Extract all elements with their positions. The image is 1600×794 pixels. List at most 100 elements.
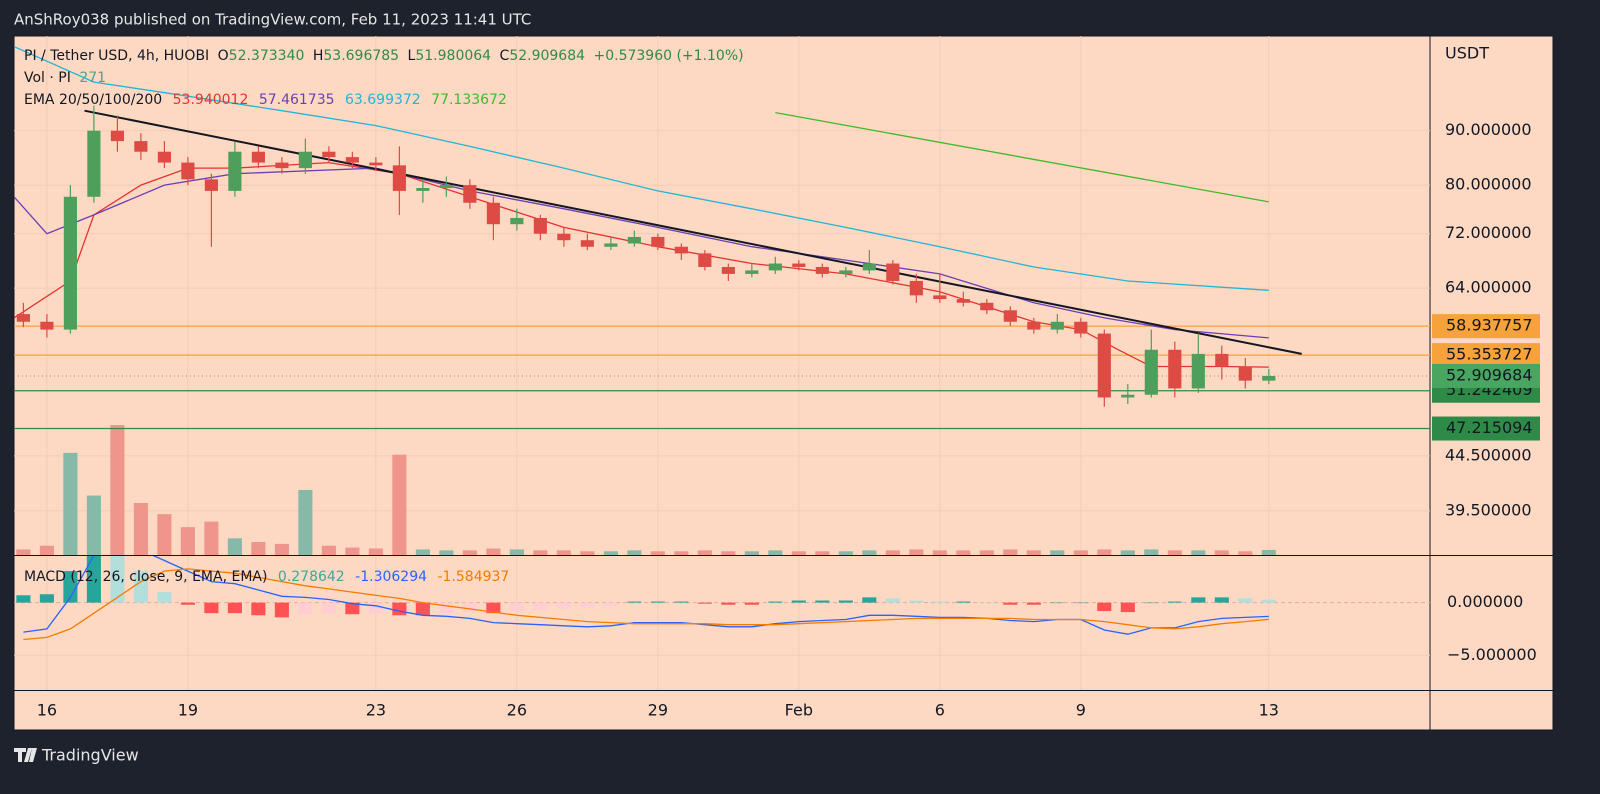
volume-bar [63,452,78,555]
last-price-label: 52.909684 [1446,365,1533,384]
macd-hist [486,602,501,614]
y-tick-label: 90.000000 [1445,120,1532,139]
macd-hist [1214,597,1229,603]
volume-bar [16,549,31,555]
macd-hist [204,602,219,614]
candle-body [63,196,77,330]
chart-frame [13,35,1554,731]
macd-hist [627,601,642,603]
x-tick-label: 23 [366,701,386,720]
ema-key: EMA 20/50/100/200 [24,92,162,108]
symbol-legend: PI / Tether USD, 4h, HUOBI O52.373340 H5… [24,48,744,64]
candle-body [674,246,688,254]
macd-pane [14,556,1430,690]
l-key: L [408,48,416,64]
volume-bar [251,542,266,555]
candle-body [721,266,735,274]
macd-hist [744,602,759,605]
candle-body [392,165,406,191]
candle-body [933,295,947,300]
macd-hist [1003,602,1018,605]
volume-bar [556,550,571,555]
volume-bar [932,550,947,555]
c-key: C [500,48,510,64]
footer-brand: TradingView [41,746,139,765]
macd-hist [533,602,548,610]
ema-line [14,46,1269,291]
macd-hist [932,601,947,603]
candle-body [862,263,876,271]
volume-bar [533,550,548,555]
low: 51.980064 [415,48,491,64]
volume-bar [345,547,360,555]
volume-bar [274,543,289,555]
h-key: H [313,48,324,64]
y-tick-label: 44.500000 [1445,445,1532,464]
volume-bar [1026,550,1041,555]
candle-body [956,299,970,303]
macd-hist [838,600,853,603]
volume-bar [885,550,900,555]
candle-body [87,130,101,197]
macd-hist [63,571,78,603]
candle-body [1191,353,1205,389]
volume-bar [650,551,665,555]
ema-value: 53.940012 [173,92,249,108]
candle-body [110,130,124,142]
macd-value: -1.306294 [355,569,427,585]
candle-body [1074,321,1088,334]
volume-bar [1191,550,1206,555]
macd-hist [1238,598,1253,603]
candle-body [463,185,477,203]
candle-body [792,263,806,267]
candle-body [1003,310,1017,322]
candle-body [486,202,500,225]
macd-hist [415,602,430,616]
volume-bar [298,490,313,555]
candle-body [909,280,923,296]
candle-body [369,162,383,166]
macd-hist [650,601,665,603]
candle-body [627,236,641,244]
macd-hist [580,602,595,608]
candle-body [1144,349,1158,395]
candle-body [275,162,289,169]
volume-bar [909,549,924,555]
symbol: PI / Tether USD, 4h, HUOBI [24,48,209,64]
candle-body [510,217,524,225]
candle-body [815,266,829,274]
candle-body [157,151,171,163]
publish-header: AnShRoy038 published on TradingView.com,… [14,11,531,29]
macd-hist [157,592,172,603]
candle-body [322,151,336,158]
candle-body [580,240,594,247]
volume-bar [180,527,195,555]
candle-body [768,263,782,271]
trendline [84,109,1302,355]
macd-hist [768,601,783,603]
macd-hist [979,602,994,604]
macd-hist [180,602,195,605]
macd-hist [1026,602,1041,605]
ema-line [775,111,1269,203]
macd-hist [791,600,806,603]
candle-body [1215,353,1229,367]
last-price-box [1432,363,1540,388]
x-tick-label: 9 [1076,701,1086,720]
volume-bar [133,503,148,555]
macd-hist [227,602,242,614]
volume-bar [862,550,877,555]
volume-bar [791,551,806,555]
volume-bar [321,545,336,555]
volume-bar [1003,549,1018,555]
change: +0.573960 (+1.10%) [593,48,743,64]
candle-body [1097,333,1111,398]
volume-bar [979,550,994,555]
macd-key: MACD (12, 26, close, 9, EMA, EMA) [24,569,267,585]
macd-hist [368,602,383,614]
macd-hist [39,594,54,603]
volume-bar [580,551,595,555]
macd-hist [392,602,407,616]
o-key: O [218,48,229,64]
volume-bar [744,551,759,555]
